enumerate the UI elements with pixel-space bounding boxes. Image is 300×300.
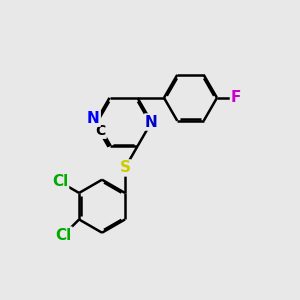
Text: Cl: Cl	[55, 228, 72, 243]
Text: F: F	[231, 90, 241, 105]
Text: N: N	[145, 115, 158, 130]
Text: C: C	[95, 124, 106, 138]
Text: N: N	[87, 111, 100, 126]
Text: S: S	[119, 160, 130, 175]
Text: Cl: Cl	[52, 174, 68, 189]
